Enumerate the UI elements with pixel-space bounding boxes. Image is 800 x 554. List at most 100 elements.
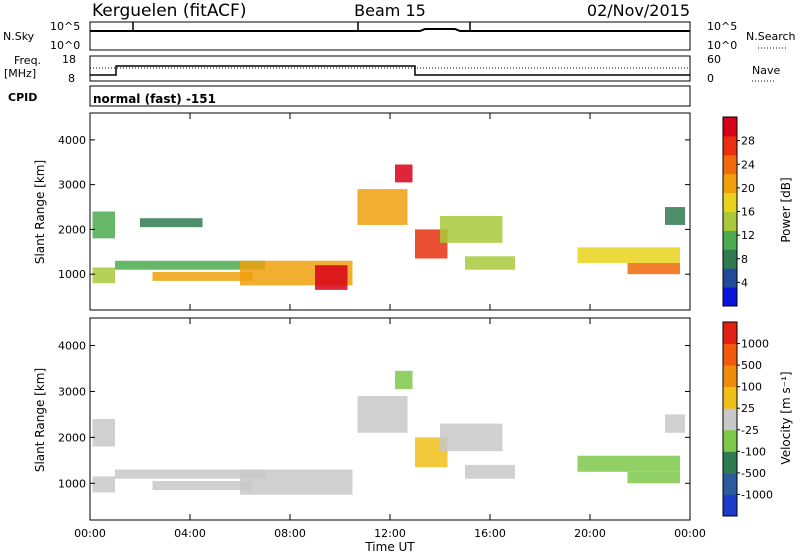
heatmap-cell-power-7 — [357, 189, 408, 225]
heatmap-cell-velocity-8 — [440, 423, 503, 452]
nsky-label: N.Sky — [3, 30, 35, 43]
heatmap-cell-power-3 — [152, 271, 253, 281]
date-title: 02/Nov/2015 — [587, 1, 690, 20]
heatmap-cell-power-0 — [92, 267, 115, 284]
power-ylabel: Slant Range [km] — [33, 160, 47, 264]
colorbar-segment-power-5 — [723, 192, 737, 212]
ytick-label-velocity-0: 1000 — [58, 477, 86, 490]
velocity-colorbar: 1000 500 100 25 -25 -100 -500 -1000 — [722, 321, 773, 517]
xtick-label-4: 16:00 — [474, 527, 506, 540]
cpid-label: CPID — [8, 91, 37, 104]
xtick-label-3: 12:00 — [374, 527, 406, 540]
velocity-heatmap — [92, 370, 685, 495]
heatmap-cell-power-5 — [315, 265, 348, 290]
colorbar-frame-velocity — [722, 321, 738, 517]
time-axis: 00:00 04:00 08:00 12:00 16:00 20:00 00:00 — [74, 113, 706, 540]
ytick-label-power-2: 3000 — [58, 179, 86, 192]
colorbar-segment-velocity-0 — [723, 494, 737, 517]
colorbar-label-power-5: 8 — [741, 253, 748, 266]
heatmap-cell-velocity-9 — [465, 464, 515, 479]
colorbar-label-velocity-5: -100 — [741, 445, 766, 458]
xtick-label-5: 20:00 — [574, 527, 606, 540]
xtick-label-6: 00:00 — [674, 527, 706, 540]
colorbar-segment-velocity-5 — [723, 386, 737, 409]
colorbar-segment-power-6 — [723, 173, 737, 194]
nsky-trace — [90, 28, 690, 32]
colorbar-segment-power-3 — [723, 230, 737, 250]
colorbar-label-velocity-0: 1000 — [741, 338, 769, 351]
heatmap-cell-power-1 — [92, 211, 115, 239]
colorbar-label-power-6: 4 — [741, 276, 748, 289]
colorbar-segment-velocity-3 — [723, 429, 737, 452]
ytick-label-velocity-2: 3000 — [58, 385, 86, 398]
time-axis-label: Time UT — [364, 540, 415, 554]
heatmap-cell-velocity-6 — [395, 370, 413, 390]
heatmap-cell-velocity-3 — [152, 480, 253, 491]
nave-ytick-bottom: 0 — [707, 72, 714, 85]
colorbar-segment-velocity-4 — [723, 408, 737, 431]
heatmap-cell-power-13 — [627, 262, 680, 275]
beam-title: Beam 15 — [354, 1, 426, 20]
colorbar-label-velocity-3: 25 — [741, 402, 755, 415]
heatmap-cell-power-11 — [465, 256, 515, 270]
velocity-colorbar-label: Velocity [m s⁻¹] — [779, 371, 793, 464]
colorbar-segment-power-8 — [723, 135, 737, 156]
freq-trace — [90, 65, 690, 76]
heatmap-cell-velocity-4 — [240, 469, 353, 495]
heatmap-cell-velocity-2 — [115, 469, 265, 479]
ytick-label-velocity-1: 2000 — [58, 431, 86, 444]
heatmap-cell-velocity-11 — [627, 471, 680, 484]
station-title: Kerguelen (fitACF) — [92, 1, 246, 21]
xtick-label-0: 00:00 — [74, 527, 106, 540]
freq-label-line2: [MHz] — [4, 67, 36, 80]
colorbar-label-power-3: 16 — [741, 206, 755, 219]
power-heatmap — [92, 164, 685, 290]
colorbar-label-power-1: 24 — [741, 158, 755, 171]
ytick-label-power-1: 2000 — [58, 223, 86, 236]
heatmap-cell-velocity-0 — [92, 476, 115, 493]
heatmap-cell-power-6 — [140, 218, 203, 228]
heatmap-cell-power-10 — [440, 215, 503, 243]
nsearch-ytick-bottom: 10^0 — [707, 39, 737, 52]
colorbar-segment-power-9 — [723, 117, 737, 137]
colorbar-label-velocity-6: -500 — [741, 467, 766, 480]
colorbar-segment-power-1 — [723, 268, 737, 288]
heatmap-cell-power-14 — [665, 207, 685, 225]
heatmap-cell-velocity-1 — [92, 419, 115, 447]
colorbar-label-power-4: 12 — [741, 229, 755, 242]
colorbar-segment-velocity-2 — [723, 451, 737, 474]
nsearch-label: N.Search — [746, 30, 796, 43]
heatmap-cell-velocity-10 — [577, 455, 680, 472]
nave-label: Nave — [752, 64, 780, 77]
ytick-label-power-0: 1000 — [58, 268, 86, 281]
colorbar-label-velocity-7: -1000 — [741, 488, 773, 501]
freq-label-line1: Freq. — [14, 54, 41, 67]
xtick-label-2: 08:00 — [274, 527, 306, 540]
colorbar-segment-power-4 — [723, 211, 737, 231]
velocity-ylabel: Slant Range [km] — [33, 368, 47, 472]
xtick-label-1: 04:00 — [174, 527, 206, 540]
colorbar-label-power-2: 20 — [741, 182, 755, 195]
freq-ytick-bottom: 8 — [68, 72, 75, 85]
heatmap-cell-power-8 — [395, 164, 413, 183]
colorbar-segment-power-2 — [723, 249, 737, 269]
nsky-ytick-top: 10^5 — [50, 20, 80, 33]
colorbar-segment-power-0 — [723, 287, 737, 307]
colorbar-label-velocity-2: 100 — [741, 381, 762, 394]
nsearch-ytick-top: 10^5 — [707, 20, 737, 33]
colorbar-label-velocity-1: 500 — [741, 359, 762, 372]
ytick-label-power-3: 4000 — [58, 134, 86, 147]
heatmap-cell-power-12 — [577, 247, 680, 263]
colorbar-segment-velocity-1 — [723, 472, 737, 495]
velocity-yaxis: 1000 2000 3000 4000 — [58, 340, 690, 490]
colorbar-segment-velocity-8 — [723, 322, 737, 345]
power-colorbar-label: Power [dB] — [779, 177, 793, 242]
colorbar-label-power-0: 28 — [741, 135, 755, 148]
freq-ytick-top: 18 — [62, 53, 76, 66]
colorbar-label-velocity-4: -25 — [741, 424, 759, 437]
cpid-panel-frame — [89, 85, 691, 107]
heatmap-cell-power-2 — [115, 260, 265, 270]
nave-ytick-top: 60 — [707, 53, 721, 66]
nsky-panel-frame — [89, 21, 691, 51]
